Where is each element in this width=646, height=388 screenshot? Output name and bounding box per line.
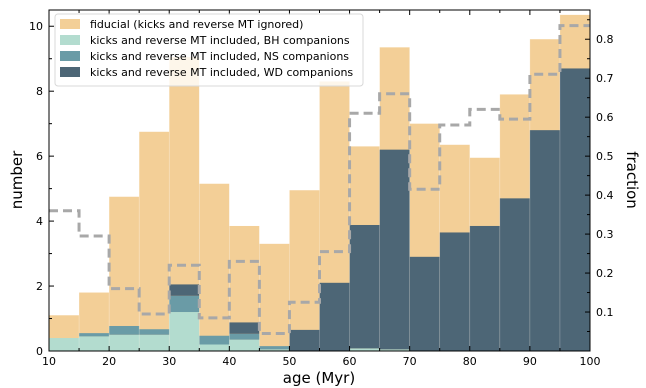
bar-wd [499, 198, 530, 351]
bar-bh [379, 349, 410, 351]
y-tick-label: 10 [29, 20, 43, 33]
x-tick-label: 10 [42, 355, 56, 368]
y2-tick-label: 0.4 [596, 189, 614, 202]
y-axis-right: 0.1 0.2 0.3 0.4 0.5 0.6 0.7 0.8 [585, 19, 614, 333]
bar-wd [229, 322, 260, 334]
bar-wd [529, 130, 560, 351]
y-tick-label: 8 [36, 85, 43, 98]
bar-ns [259, 346, 290, 350]
legend-swatch [60, 19, 80, 29]
bar-bh [259, 349, 290, 351]
bar-ns [169, 295, 200, 313]
bars-layer [49, 14, 590, 352]
x-tick-label: 30 [162, 355, 176, 368]
x-axis-label: age (Myr) [283, 369, 355, 387]
bar-fiducial [199, 183, 230, 351]
y-axis-left: 0 2 4 6 8 10 [29, 20, 54, 358]
y-tick-label: 4 [36, 215, 43, 228]
bar-wd [469, 225, 500, 351]
bar-wd [289, 329, 320, 351]
bar-bh [169, 312, 200, 351]
bar-fiducial [289, 190, 320, 351]
legend-label: kicks and reverse MT included, BH compan… [90, 34, 350, 47]
y2-tick-label: 0.8 [596, 33, 614, 46]
bar-fiducial [109, 196, 140, 351]
bar-bh [349, 348, 380, 351]
y2-tick-label: 0.7 [596, 72, 614, 85]
bar-ns [199, 335, 230, 345]
y2-axis-label: fraction [623, 151, 641, 209]
y-axis-label: number [8, 150, 26, 209]
bar-fiducial [139, 131, 170, 351]
y2-tick-label: 0.2 [596, 267, 614, 280]
bar-ns [109, 325, 140, 335]
bar-bh [49, 338, 80, 351]
x-tick-label: 80 [463, 355, 477, 368]
bar-bh [199, 344, 230, 351]
legend-swatch [60, 35, 80, 45]
x-tick-label: 20 [102, 355, 116, 368]
bar-ns [79, 333, 110, 337]
bar-wd [439, 232, 470, 351]
y2-tick-label: 0.5 [596, 150, 614, 163]
fraction-line [49, 24, 590, 335]
x-axis: 10 20 30 40 50 60 70 80 90 100 [42, 10, 601, 368]
y2-tick-label: 0.1 [596, 306, 614, 319]
bar-wd [169, 284, 200, 296]
legend-swatch [60, 51, 80, 61]
legend-label: kicks and reverse MT included, NS compan… [90, 50, 349, 63]
y-tick-label: 6 [36, 150, 43, 163]
bar-wd [409, 256, 440, 351]
x-tick-label: 90 [523, 355, 537, 368]
legend-swatch [60, 67, 80, 77]
bar-bh [229, 339, 260, 351]
legend-label: fiducial (kicks and reverse MT ignored) [90, 18, 303, 31]
legend: fiducial (kicks and reverse MT ignored) k… [54, 13, 364, 87]
bar-wd [349, 224, 380, 349]
fraction-layer [49, 24, 590, 335]
bar-ns [139, 329, 170, 335]
bar-wd [559, 68, 590, 351]
bar-wd [379, 149, 410, 350]
x-tick-label: 60 [343, 355, 357, 368]
y-tick-label: 2 [36, 280, 43, 293]
x-tick-label: 40 [222, 355, 236, 368]
y2-tick-label: 0.3 [596, 228, 614, 241]
bar-wd [319, 282, 350, 351]
y2-tick-label: 0.6 [596, 111, 614, 124]
x-tick-label: 70 [403, 355, 417, 368]
bar-ns [229, 333, 260, 340]
y-tick-label: 0 [36, 345, 43, 358]
legend-frame [54, 13, 364, 87]
x-tick-label: 100 [580, 355, 601, 368]
legend-label: kicks and reverse MT included, WD compan… [90, 66, 353, 79]
x-tick-label: 50 [282, 355, 296, 368]
bar-bh [109, 334, 140, 351]
bar-bh [79, 336, 110, 351]
bar-bh [139, 334, 170, 351]
